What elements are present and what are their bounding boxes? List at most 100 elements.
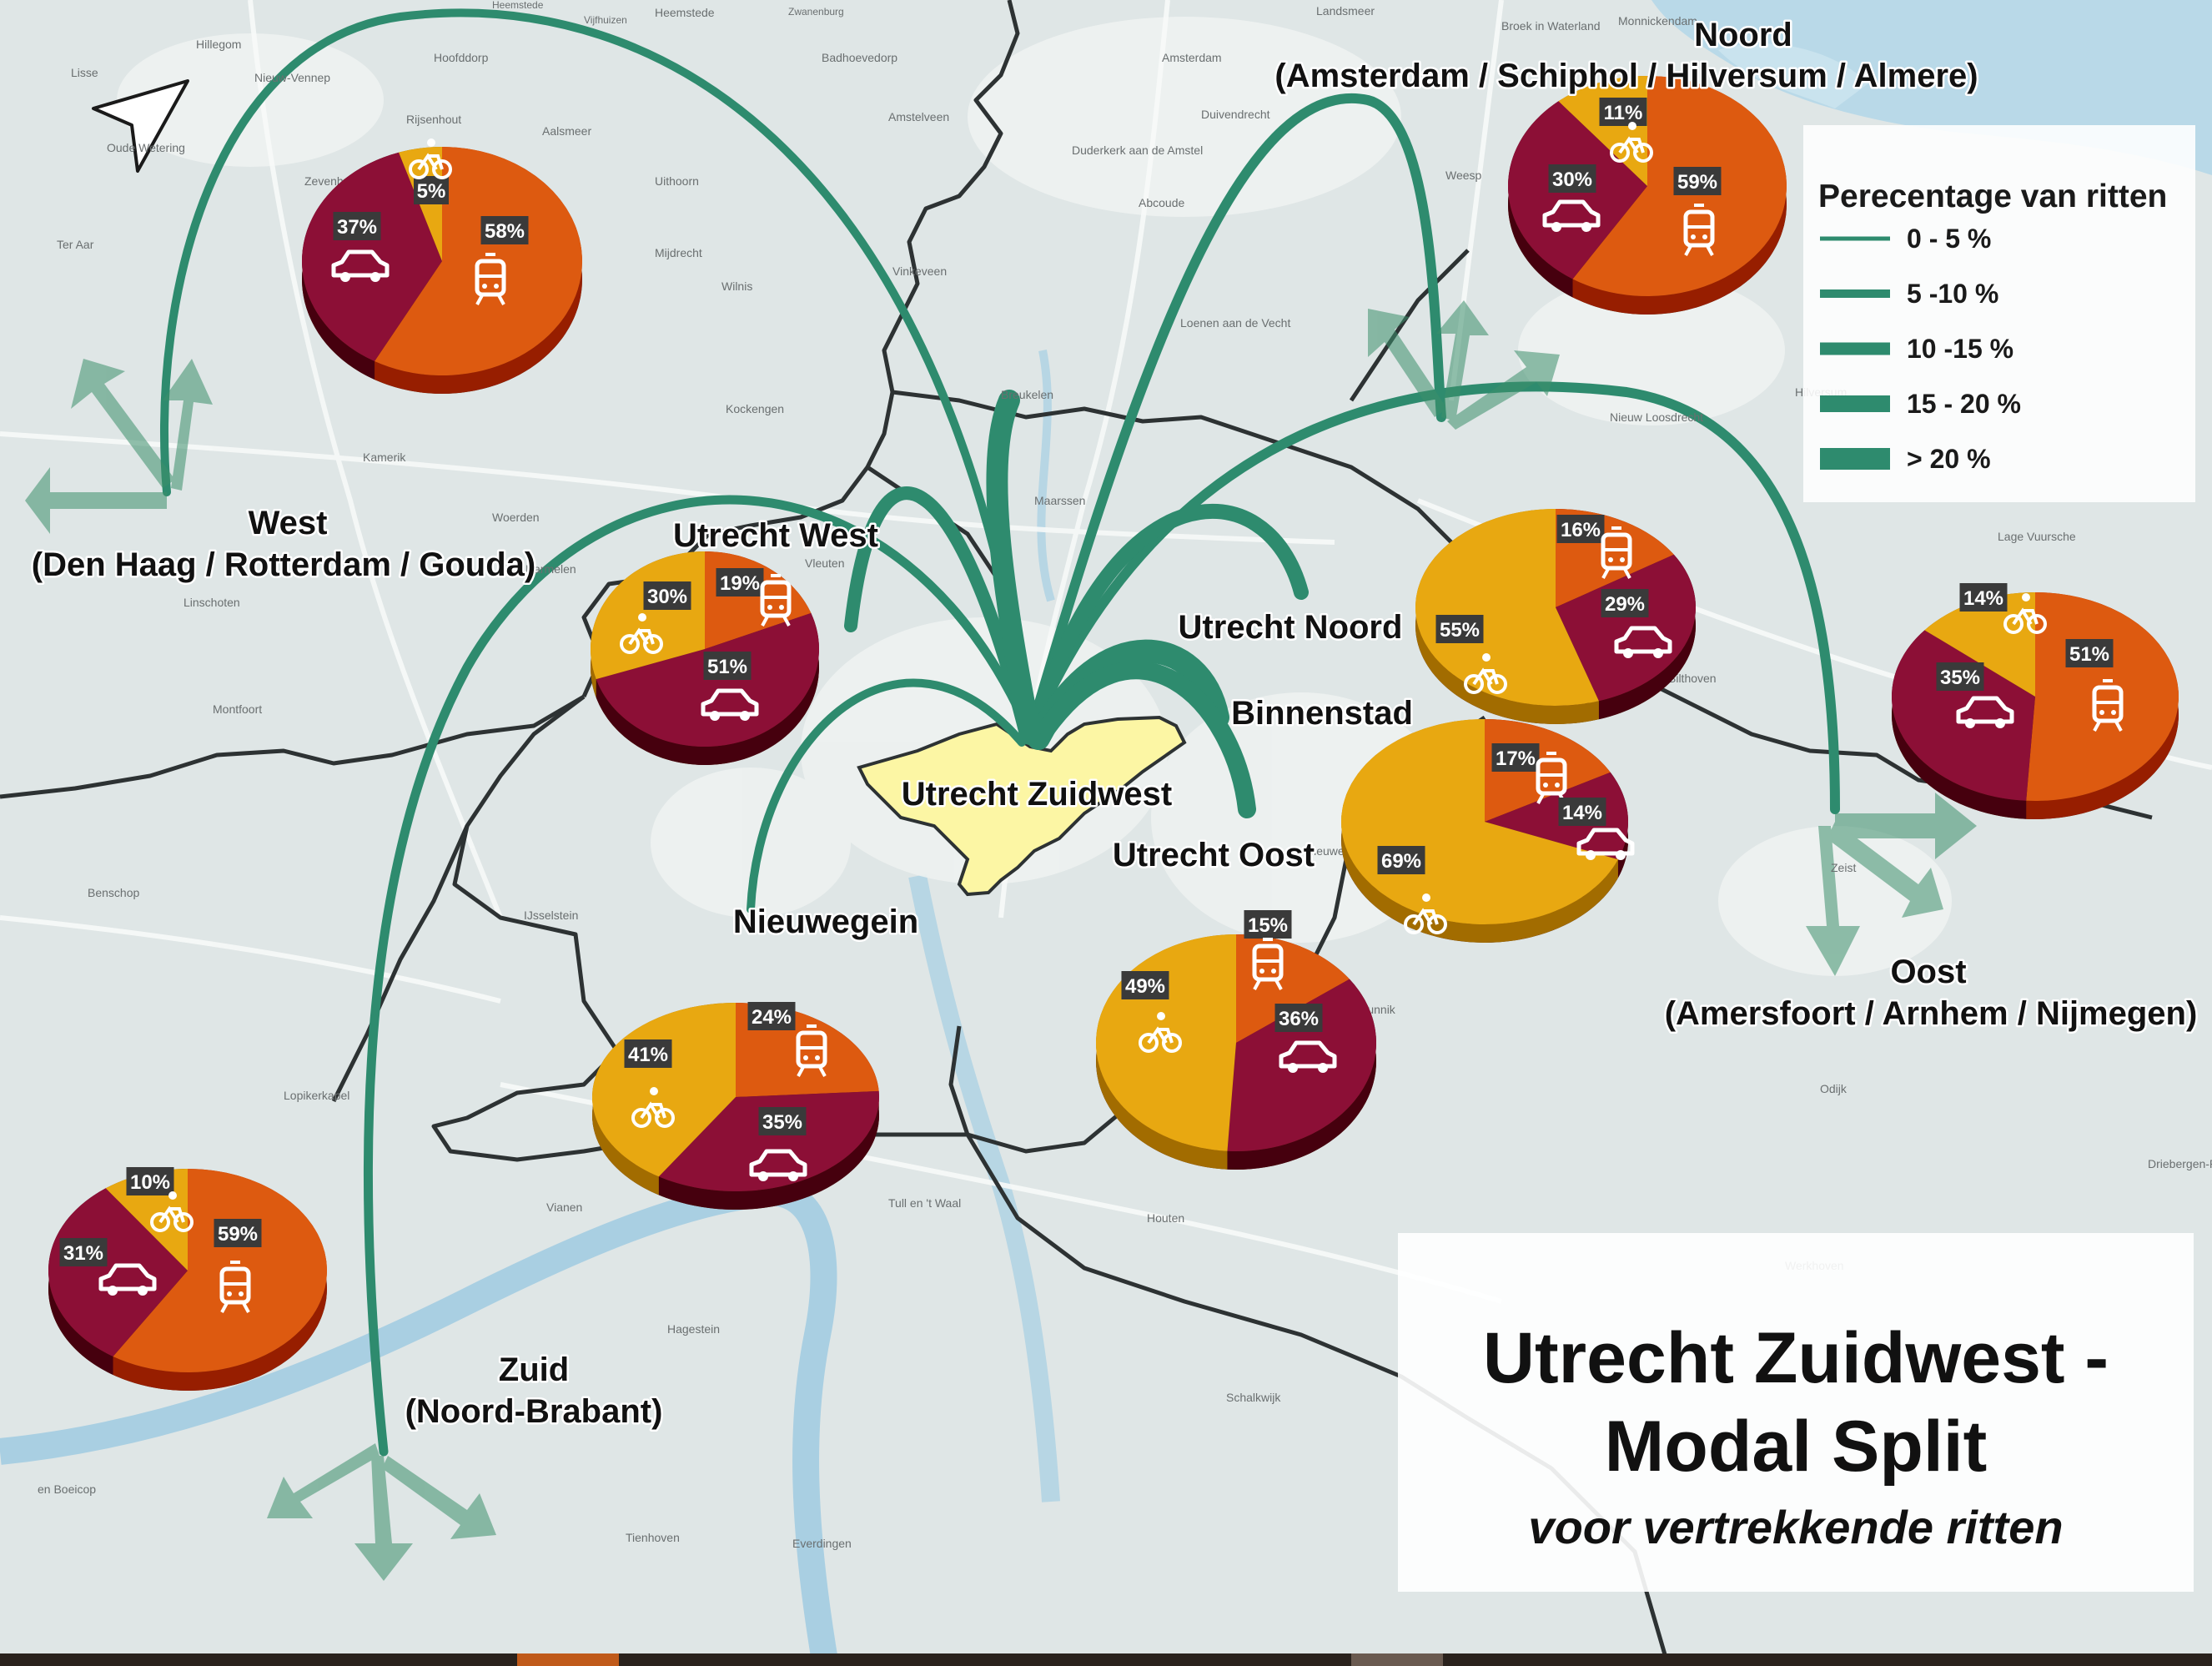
place-name-label: Lisse <box>71 66 98 79</box>
legend-line-4 <box>1820 448 1890 470</box>
bottom-strip-accent-2 <box>1351 1653 1443 1666</box>
pie-label-car: 35% <box>1936 662 1984 691</box>
place-name-label: Zwanenburg <box>788 6 844 18</box>
place-name-label: Duivendrecht <box>1201 108 1270 121</box>
train-icon <box>1252 938 1284 990</box>
car-icon <box>98 1263 157 1296</box>
region-label-utrecht-west: Utrecht West <box>673 517 878 554</box>
pie-label-bike: 69% <box>1377 846 1425 874</box>
region-label-utrecht-oost: Utrecht Oost <box>1113 837 1315 873</box>
place-name-label: Lopikerkapel <box>284 1089 349 1102</box>
legend-label-0: 0 - 5 % <box>1907 224 1992 254</box>
pie-label-car: 36% <box>1274 1004 1323 1032</box>
place-name-label: Kamerik <box>363 450 406 464</box>
svg-text:36%: 36% <box>1279 1008 1319 1030</box>
place-name-label: Hagestein <box>667 1322 720 1336</box>
north-arrow-icon <box>92 79 189 173</box>
pie-label-car: 31% <box>59 1238 108 1266</box>
place-name-label: Benschop <box>88 886 139 899</box>
pie-label-pt: 17% <box>1491 743 1540 772</box>
place-name-label: Driebergen-Rijsenburg <box>2148 1157 2212 1170</box>
place-name-label: Monnickendam <box>1618 14 1697 28</box>
pie-label-car: 37% <box>333 212 381 240</box>
place-name-label: Aalsmeer <box>542 124 591 138</box>
bicycle-icon <box>409 138 452 179</box>
pie-label-pt: 24% <box>747 1002 796 1030</box>
train-icon <box>2092 679 2124 732</box>
pie-utrecht-west: 19% 51% 30% <box>591 551 820 765</box>
place-name-label: Montfoort <box>213 702 262 716</box>
pie-zuid: 59% 31% 10% <box>48 1167 328 1391</box>
title-panel: Utrecht Zuidwest - Modal Split voor vert… <box>1398 1233 2194 1592</box>
pie-label-car: 51% <box>703 652 752 680</box>
bicycle-icon <box>1610 122 1653 163</box>
car-icon <box>1614 626 1672 658</box>
svg-text:59%: 59% <box>218 1223 258 1246</box>
place-name-label: Loenen aan de Vecht <box>1180 316 1290 330</box>
pie-slice-car <box>1556 554 1696 702</box>
legend-label-2: 10 -15 % <box>1907 334 2014 364</box>
arrow-cluster-zuid <box>267 1443 496 1581</box>
place-name-label: Vinkeveen <box>892 264 947 278</box>
train-icon <box>475 253 506 305</box>
car-icon <box>1576 828 1635 860</box>
place-name-label: Everdingen <box>792 1537 852 1550</box>
place-name-label: Hoofddorp <box>434 51 489 64</box>
svg-text:51%: 51% <box>707 656 747 678</box>
flow-arcs <box>160 8 1840 1457</box>
train-icon <box>219 1261 251 1313</box>
place-name-label: Amstelveen <box>888 110 949 123</box>
place-name-label: Badhoevedorp <box>822 51 897 64</box>
flow-arc-nieuwegein <box>747 678 1026 914</box>
svg-text:58%: 58% <box>485 220 525 243</box>
pie-label-bike: 55% <box>1435 615 1484 643</box>
car-icon <box>1279 1040 1337 1073</box>
place-name-label: Maarssen <box>1034 494 1085 507</box>
place-name-label: Amsterdam <box>1162 51 1222 64</box>
title-subtitle: voor vertrekkende ritten <box>1528 1501 2064 1553</box>
legend-line-2 <box>1820 342 1890 355</box>
region-labels: Noord (Amsterdam / Schiphol / Hilversum … <box>29 15 2199 1432</box>
pie-noord: 59% 30% 11% <box>1508 76 1787 315</box>
flow-arc-bundle <box>986 390 1041 745</box>
place-name-label: Odijk <box>1820 1082 1848 1095</box>
bicycle-icon <box>620 613 663 654</box>
pie-slice-pt <box>2026 592 2179 801</box>
pie-side-car <box>1892 630 2027 819</box>
river-vecht <box>1037 350 1055 602</box>
svg-text:15%: 15% <box>1248 914 1288 937</box>
pie-slice-car <box>48 1188 189 1357</box>
place-name-label: Bilthoven <box>1668 672 1717 685</box>
arrow-cluster-noord <box>1368 300 1560 430</box>
pie-side-pt <box>1572 76 1787 315</box>
svg-text:30%: 30% <box>1552 169 1592 191</box>
region-label-oost-sub: (Amersfoort / Arnhem / Nijmegen) <box>1665 995 2198 1032</box>
place-name-label: Abcoude <box>1139 196 1184 209</box>
bicycle-icon <box>631 1087 675 1128</box>
pie-oost: 51% 35% 14% <box>1891 583 2179 819</box>
pie-side-car <box>658 1090 879 1210</box>
flow-arc-utrecht-noord <box>1027 503 1309 742</box>
pie-slice-pt <box>113 1169 328 1372</box>
pie-side-car <box>1227 979 1376 1170</box>
svg-text:35%: 35% <box>1940 667 1980 689</box>
place-name-label: Vijfhuizen <box>584 14 627 26</box>
bottom-strip-accent <box>517 1653 619 1666</box>
flow-arc-noord <box>1025 93 1446 739</box>
train-icon <box>760 574 792 627</box>
pie-label-pt: 51% <box>2065 639 2114 667</box>
pie-nieuwegein: 24% 35% 41% <box>592 1002 879 1210</box>
legend-line-0 <box>1820 236 1890 241</box>
region-label-utrecht-noord: Utrecht Noord <box>1179 609 1403 646</box>
bicycle-icon <box>1464 653 1507 694</box>
svg-text:11%: 11% <box>1604 102 1643 124</box>
place-name-label: Nieuw-Vennep <box>254 71 330 84</box>
train-icon <box>796 1024 827 1077</box>
pie-label-pt: 19% <box>716 568 764 596</box>
place-name-label: Mijdrecht <box>655 246 702 259</box>
title-line-2: Modal Split <box>1604 1407 1988 1487</box>
pie-west: 58% 37% 5% <box>302 138 583 394</box>
legend-title: Perecentage van ritten <box>1818 179 2168 214</box>
place-name-label: Schalkwijk <box>1226 1391 1281 1404</box>
pie-label-bike: 14% <box>1959 583 2008 612</box>
